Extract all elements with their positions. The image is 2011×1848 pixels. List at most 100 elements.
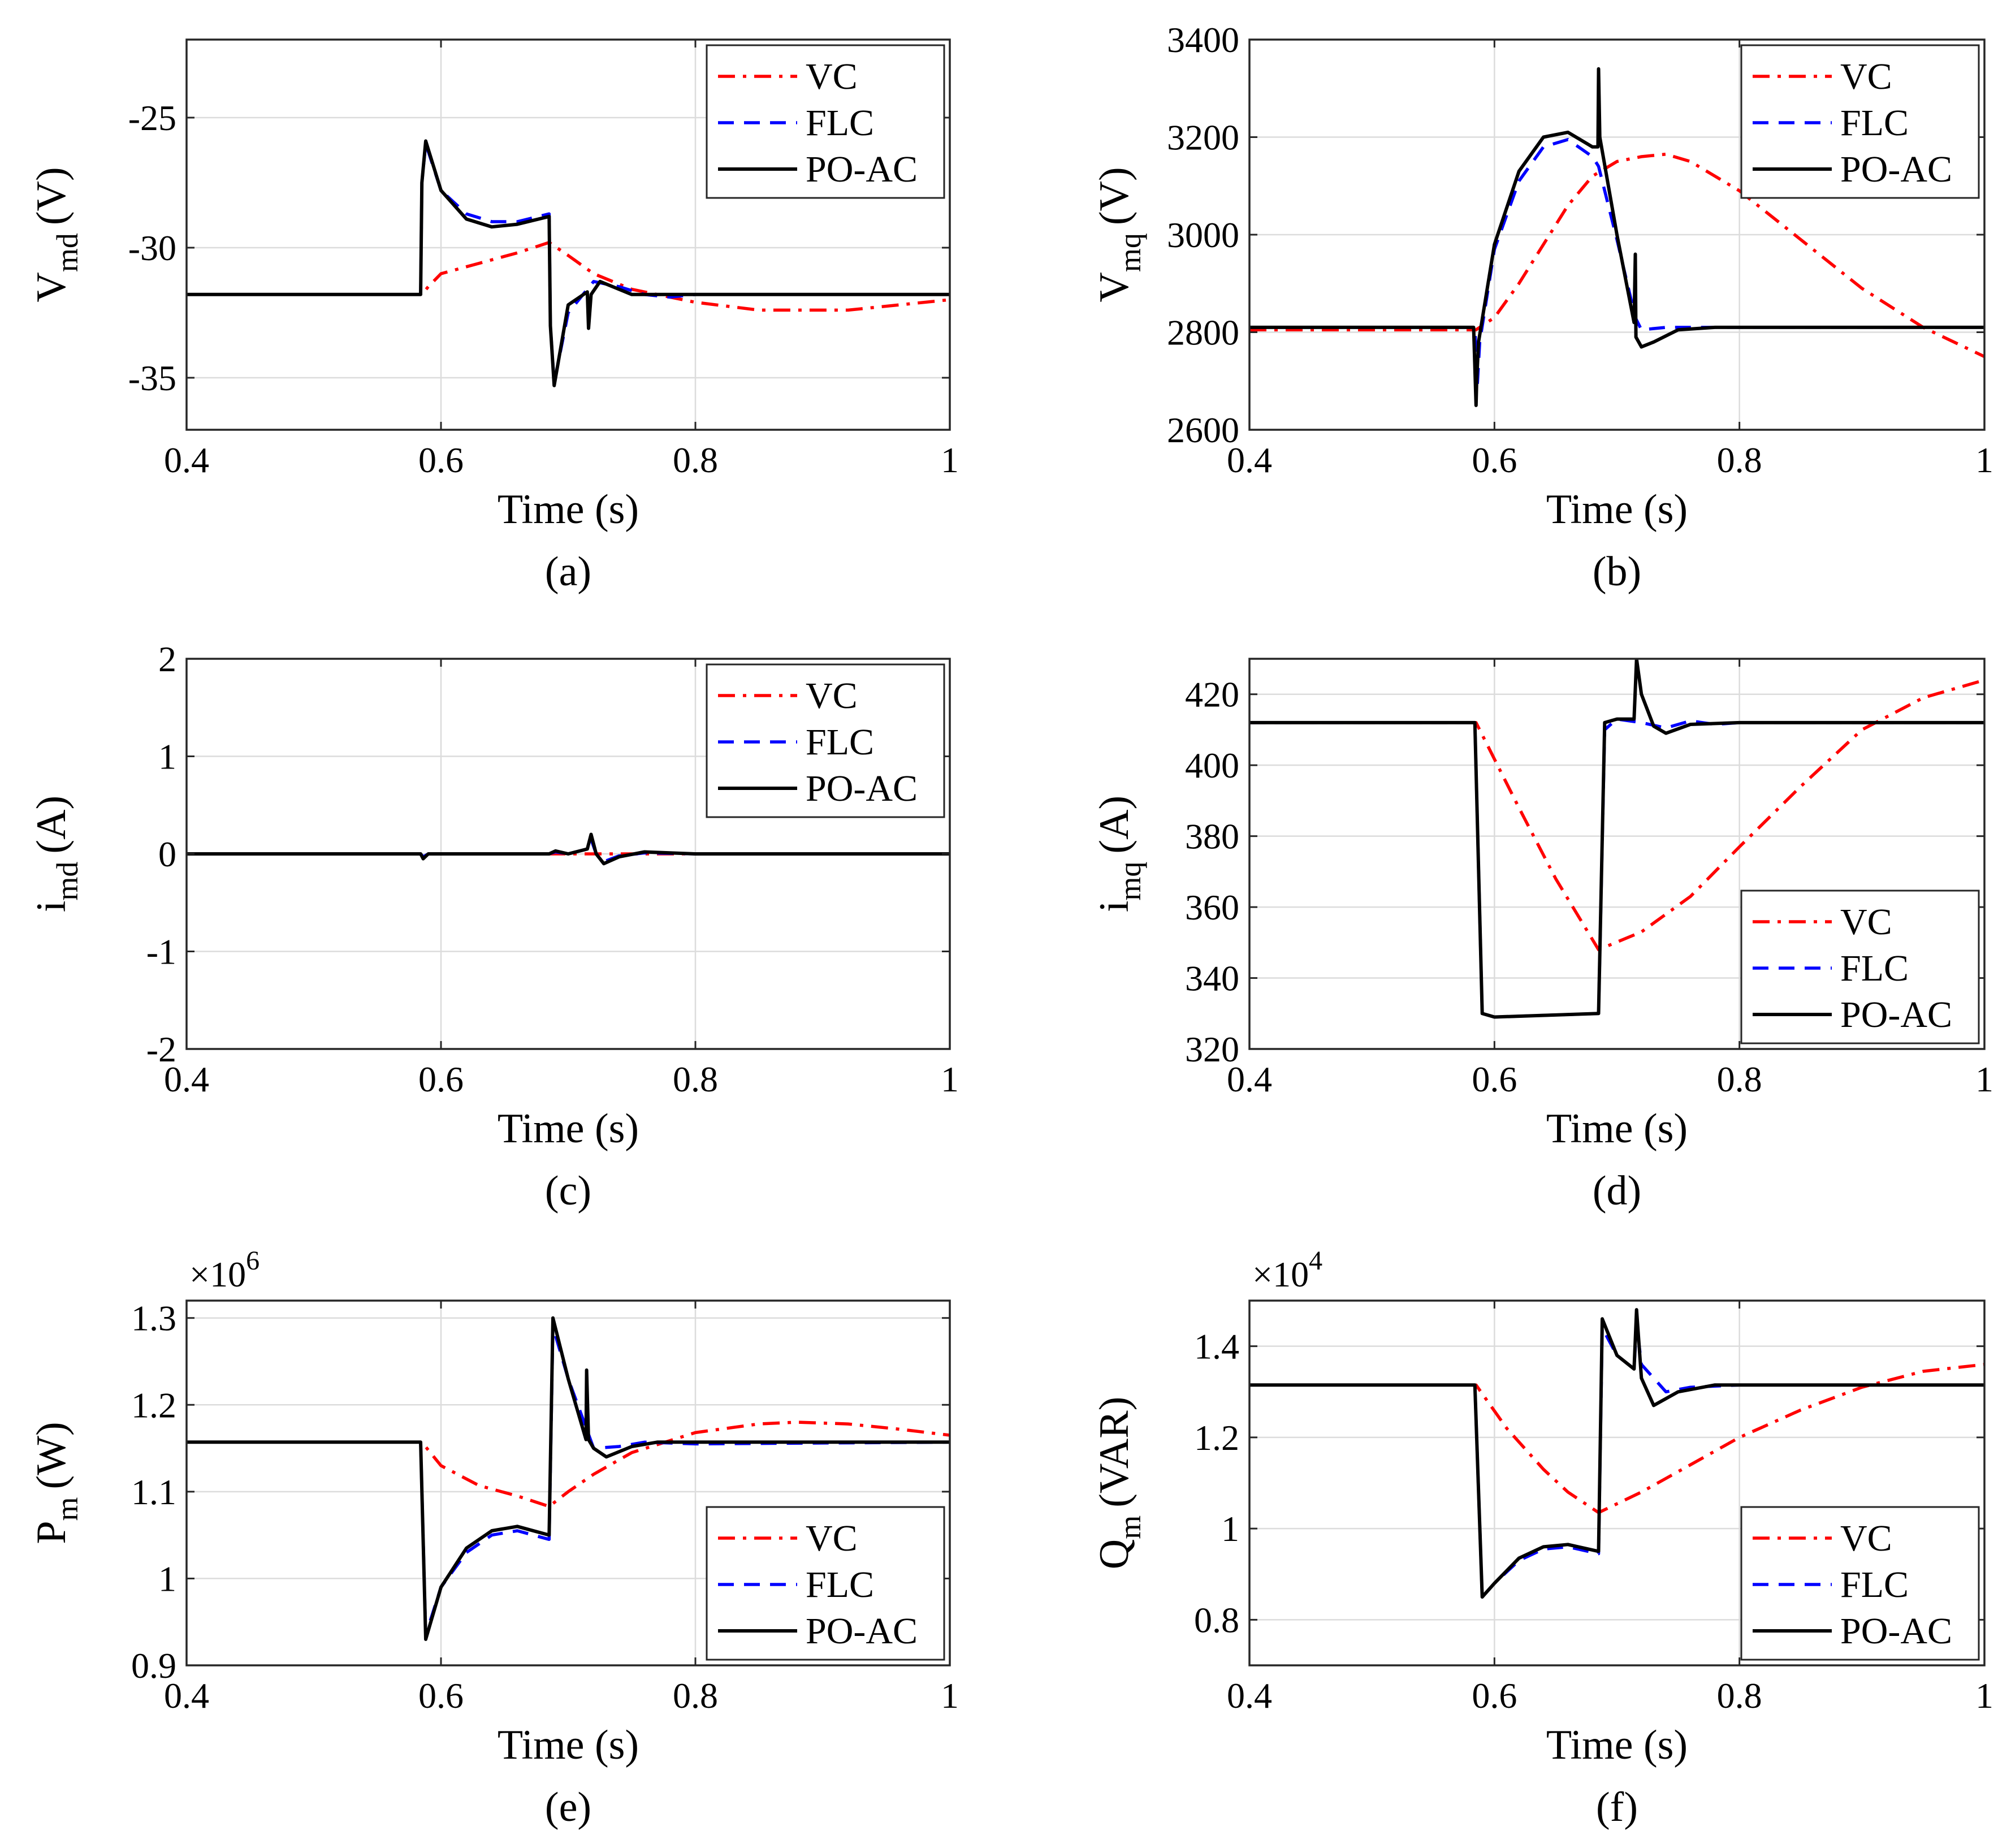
y-tick-label: 3400 — [1167, 20, 1239, 60]
y-tick-label: -30 — [128, 228, 176, 268]
x-tick-label: 0.8 — [1717, 440, 1762, 480]
y-tick-label: -1 — [146, 932, 176, 972]
y-tick-label: 420 — [1185, 675, 1239, 715]
series-line-po-ac — [1249, 1308, 1984, 1599]
series-line-po-ac — [187, 139, 950, 387]
legend-label: VC — [1840, 901, 1892, 943]
legend-label: VC — [1840, 1518, 1892, 1559]
series-line-flc — [187, 837, 950, 862]
plot-frame — [185, 38, 951, 431]
y-tick-label: -25 — [128, 98, 176, 138]
legend: VC FLC PO-AC — [1740, 1506, 1980, 1661]
x-tick-label: 1 — [941, 1676, 959, 1716]
legend-label: PO-AC — [806, 149, 918, 190]
legend: VC FLC PO-AC — [706, 44, 945, 199]
subplot-caption: (f) — [1596, 1784, 1638, 1830]
axis-exponent: ×106 — [189, 1246, 260, 1294]
x-tick-label: 0.8 — [1717, 1059, 1762, 1099]
y-axis-label: imd(A) — [28, 796, 84, 912]
legend-label: FLC — [806, 722, 874, 763]
legend: VC FLC PO-AC — [1740, 890, 1980, 1044]
y-tick-label: 2600 — [1167, 410, 1239, 450]
x-tick-label: 0.4 — [164, 1676, 209, 1716]
panel-f: 0.4 0.6 0.8 1 0.8 1 1.2 1.4 ×104 Time (s) Qm(VAR) (… — [1091, 1246, 1993, 1830]
x-tick-label: 0.4 — [164, 1059, 209, 1099]
series-line-flc — [1249, 138, 1984, 388]
panel-b: 0.4 0.6 0.8 1 2600 2800 3000 3200 3400 Time (s) Vm… — [1091, 20, 1993, 595]
series-group — [1249, 67, 1984, 407]
y-axis-label: Qm(VAR) — [1091, 1397, 1147, 1569]
legend-label: PO-AC — [1840, 1610, 1952, 1652]
x-tick-label: 0.4 — [1227, 1059, 1272, 1099]
subplot-caption: (a) — [545, 549, 591, 595]
y-tick-label: -2 — [146, 1029, 176, 1069]
series-line-vc — [1249, 1363, 1984, 1514]
x-tick-label: 0.6 — [1472, 440, 1517, 480]
y-axis-label: Vmq(V) — [1091, 167, 1147, 302]
legend-label: FLC — [806, 102, 874, 144]
plot-frame — [1248, 658, 1986, 1050]
x-axis-label: Time (s) — [498, 1106, 639, 1152]
series-line-vc — [1249, 678, 1984, 952]
legend-label: PO-AC — [1840, 994, 1952, 1035]
legend: VC FLC PO-AC — [1740, 44, 1980, 199]
x-axis-label: Time (s) — [498, 1722, 639, 1768]
series-group — [1249, 1308, 1984, 1599]
legend-label: VC — [806, 675, 858, 716]
y-tick-label: 1 — [158, 737, 176, 777]
series-group — [1249, 659, 1984, 1019]
x-axis-label: Time (s) — [1546, 1722, 1688, 1768]
legend-label: FLC — [1840, 102, 1909, 144]
axis-exponent: ×104 — [1252, 1246, 1322, 1294]
legend-label: FLC — [1840, 1564, 1909, 1605]
x-tick-label: 0.6 — [418, 1059, 464, 1099]
x-axis-label: Time (s) — [1546, 486, 1688, 533]
y-tick-label: 360 — [1185, 887, 1239, 927]
series-line-vc — [1249, 152, 1984, 359]
y-tick-label: 2800 — [1167, 313, 1239, 353]
plot-frame — [1248, 1299, 1986, 1666]
y-tick-label: 380 — [1185, 817, 1239, 857]
y-tick-label: 1.3 — [131, 1298, 176, 1338]
y-tick-label: 1.2 — [131, 1385, 176, 1425]
y-tick-label: 0.8 — [1194, 1600, 1239, 1640]
y-tick-label: 1.1 — [131, 1472, 176, 1512]
subplot-caption: (b) — [1593, 549, 1641, 595]
panel-d: 0.4 0.6 0.8 1 320 340 360 380 400 420 Time (s) imq(… — [1091, 658, 1993, 1214]
x-axis-label: Time (s) — [1546, 1106, 1688, 1152]
x-tick-label: 0.8 — [673, 1676, 718, 1716]
x-tick-label: 0.4 — [1227, 440, 1272, 480]
x-tick-label: 1 — [941, 1059, 959, 1099]
subplot-caption: (c) — [545, 1168, 591, 1214]
legend: VC FLC PO-AC — [706, 663, 945, 818]
y-tick-label: 1 — [1221, 1509, 1239, 1549]
y-tick-label: 1.4 — [1194, 1327, 1239, 1367]
y-tick-label: -35 — [128, 358, 176, 398]
x-tick-label: 1 — [1975, 1676, 1993, 1716]
x-tick-label: 0.4 — [1227, 1676, 1272, 1716]
legend-label: PO-AC — [806, 1610, 918, 1652]
series-group — [187, 139, 950, 387]
y-tick-label: 320 — [1185, 1029, 1239, 1069]
y-axis-label: Vmd(V) — [28, 167, 84, 302]
panel-e: 0.4 0.6 0.8 1 0.9 1 1.1 1.2 1.3 ×106 Time (s) Pm(W)… — [28, 1246, 959, 1830]
y-axis-label: Pm(W) — [28, 1422, 84, 1544]
panel-a: 0.4 0.6 0.8 1 -35 -30 -25 Time (s) Vmd(V) (a) VC FL… — [28, 38, 959, 595]
y-tick-label: 1.2 — [1194, 1418, 1239, 1458]
series-group — [187, 1316, 950, 1641]
x-tick-label: 0.6 — [1472, 1676, 1517, 1716]
x-tick-label: 0.6 — [1472, 1059, 1517, 1099]
x-tick-label: 1 — [941, 440, 959, 480]
series-line-po-ac — [1249, 67, 1984, 407]
y-tick-label: 3000 — [1167, 215, 1239, 255]
y-tick-label: 340 — [1185, 958, 1239, 999]
series-line-po-ac — [187, 1316, 950, 1641]
x-tick-label: 0.8 — [1717, 1676, 1762, 1716]
x-tick-label: 0.6 — [418, 1676, 464, 1716]
x-tick-label: 0.6 — [418, 440, 464, 480]
x-tick-label: 0.8 — [673, 1059, 718, 1099]
legend-label: VC — [806, 56, 858, 97]
x-tick-label: 1 — [1975, 1059, 1993, 1099]
x-tick-label: 0.4 — [164, 440, 209, 480]
